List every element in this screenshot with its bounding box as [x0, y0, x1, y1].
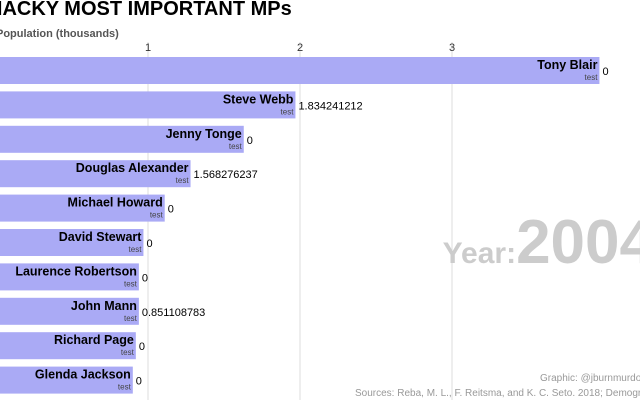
bar-sub-label: test	[229, 142, 243, 151]
x-tick-label-3: 3	[449, 42, 455, 54]
year-display: Year:2004	[443, 212, 640, 274]
bar	[0, 194, 165, 222]
bar-name-label: Glenda Jackson	[35, 368, 131, 382]
bar	[0, 332, 136, 360]
bar	[0, 125, 244, 153]
bar-sub-label: test	[124, 279, 138, 288]
graphic-credit: Graphic: @jburnmurdoch	[540, 373, 640, 384]
bar	[0, 57, 600, 84]
x-tick-label-2: 2	[297, 42, 303, 54]
x-tick-label-1: 1	[145, 42, 151, 54]
bar-sub-label: test	[281, 107, 295, 116]
bar-value-label: 0	[139, 341, 145, 353]
bar-value-label: 0.851108783	[142, 307, 205, 319]
bar-value-label: 1.834241212	[298, 100, 362, 112]
x-axis-title: Population (thousands)	[0, 28, 119, 40]
year-value: 2004	[516, 208, 640, 277]
bar-sub-label: test	[585, 73, 599, 82]
bar-name-label: Jenny Tonge	[166, 127, 242, 141]
bar-sub-label: test	[129, 245, 143, 254]
bar-name-label: John Mann	[71, 299, 137, 313]
bar-value-label: 0	[247, 135, 253, 147]
x-axis-ticks: 0123	[145, 42, 455, 54]
bar-value-label: 0	[146, 238, 152, 250]
bar-name-label: Douglas Alexander	[76, 161, 189, 175]
bar-name-label: Richard Page	[54, 333, 134, 347]
bar	[0, 297, 139, 325]
bar-value-label: 1.568276237	[194, 169, 258, 181]
bar-sub-label: test	[124, 314, 138, 323]
bar-sub-label: test	[150, 211, 164, 220]
bar	[0, 229, 144, 256]
year-label: Year:	[442, 237, 517, 270]
bar-value-label: 0	[602, 66, 608, 78]
bar	[0, 160, 191, 188]
chart-title: HACKY MOST IMPORTANT MPs	[0, 0, 292, 20]
bar	[0, 366, 133, 394]
bar-sub-label: test	[176, 176, 190, 185]
bar-name-label: David Stewart	[59, 230, 143, 244]
bar-name-label: Michael Howard	[68, 196, 163, 210]
bar-name-label: Tony Blair	[537, 58, 597, 72]
bar-value-label: 0	[142, 272, 148, 284]
bar-sub-label: test	[118, 383, 132, 392]
bar-name-label: Steve Webb	[223, 92, 294, 106]
bar	[0, 263, 139, 291]
sources-credit: Sources: Reba, M. L., F. Reitsma, and K.…	[355, 388, 640, 399]
bar-value-label: 0	[168, 204, 174, 216]
bar	[0, 91, 296, 119]
bar-sub-label: test	[121, 348, 135, 357]
bar-value-label: 0	[136, 376, 142, 388]
bar-name-label: Laurence Robertson	[15, 264, 137, 278]
